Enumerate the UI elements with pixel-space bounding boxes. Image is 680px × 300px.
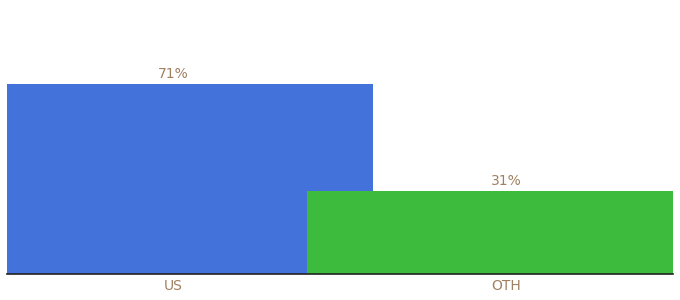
Bar [0,84,373,274]
Text: 31%: 31% [491,174,522,188]
Text: 71%: 71% [158,67,189,81]
Bar [307,191,680,274]
